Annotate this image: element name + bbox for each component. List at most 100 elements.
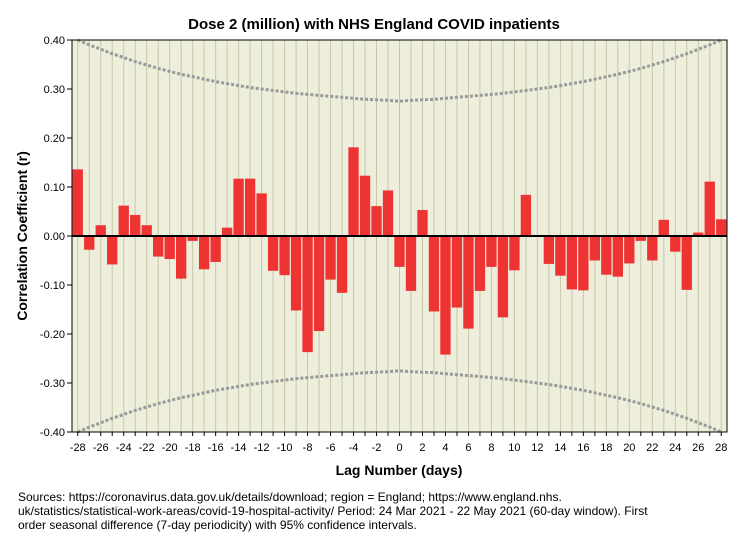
bar-lag--10 <box>279 236 290 276</box>
bar-lag--19 <box>176 236 187 279</box>
bar-lag--22 <box>141 225 152 236</box>
caption-line-1: Sources: https://coronavirus.data.gov.uk… <box>18 490 562 504</box>
x-tick-label: -22 <box>139 442 155 454</box>
bar-lag--15 <box>221 227 233 236</box>
bar-lag--8 <box>302 236 313 353</box>
bar-lag-2 <box>417 210 428 236</box>
x-tick-label: -2 <box>372 442 382 454</box>
bar-lag-6 <box>463 236 474 329</box>
x-tick-label: 2 <box>419 442 425 454</box>
bar-lag-3 <box>428 236 440 312</box>
x-tick-label: -26 <box>93 442 109 454</box>
bar-lag-23 <box>658 219 669 236</box>
caption-line-3: order seasonal difference (7-day periodi… <box>18 518 417 532</box>
bar-lag--16 <box>210 236 221 262</box>
caption-line-2: uk/statistics/statistical-work-areas/cov… <box>18 504 648 518</box>
bar-lag--23 <box>130 214 141 236</box>
x-tick-label: -4 <box>349 442 359 454</box>
bar-lag--13 <box>244 178 256 236</box>
bar-lag-9 <box>497 236 509 318</box>
x-tick-label: 22 <box>646 442 658 454</box>
x-tick-label: 0 <box>396 442 402 454</box>
bar-lag-27 <box>704 181 715 236</box>
bar-lag--21 <box>153 236 164 257</box>
upper-confidence-limit <box>77 38 722 103</box>
x-tick-label: -20 <box>162 442 178 454</box>
bar-lag-16 <box>578 236 589 291</box>
bar-lag-13 <box>543 236 555 264</box>
bar-lag--20 <box>164 236 175 260</box>
y-tick-label: 0.00 <box>44 231 65 243</box>
x-tick-label: 18 <box>600 442 612 454</box>
bar-lag-17 <box>589 236 601 261</box>
bar-lag-26 <box>693 232 704 236</box>
bar-lag-19 <box>612 236 623 277</box>
bar-lag-5 <box>451 236 463 308</box>
y-tick-label: -0.40 <box>40 427 65 439</box>
bar-lag-4 <box>440 236 451 355</box>
y-tick-label: -0.30 <box>40 378 65 390</box>
bar-lag--2 <box>371 206 382 236</box>
bar-lag-25 <box>681 236 692 290</box>
bar-lag--14 <box>233 178 244 236</box>
y-tick-label: 0.40 <box>44 35 65 47</box>
bar-lag-20 <box>624 236 635 264</box>
bar-lag-22 <box>647 236 658 261</box>
bar-lag--1 <box>382 190 394 236</box>
x-tick-label: 12 <box>531 442 543 454</box>
bar-lag--3 <box>359 175 371 236</box>
bar-lag-18 <box>601 236 612 275</box>
bar-lag--24 <box>118 205 129 236</box>
x-tick-label: -6 <box>326 442 336 454</box>
bar-lag-15 <box>566 236 578 290</box>
bar-lag-10 <box>509 236 520 271</box>
bar-lag--5 <box>336 236 348 293</box>
y-tick-label: 0.10 <box>44 182 65 194</box>
bar-lag--7 <box>313 236 325 332</box>
bar-lag-1 <box>405 236 417 291</box>
x-tick-label: 24 <box>669 442 681 454</box>
bar-lag-7 <box>474 236 486 291</box>
bar-lag--18 <box>187 236 198 241</box>
bar-lag--27 <box>84 236 95 250</box>
x-tick-label: -8 <box>303 442 313 454</box>
x-tick-label: 28 <box>715 442 727 454</box>
x-tick-label: 20 <box>623 442 635 454</box>
bar-lag--25 <box>107 236 118 265</box>
x-tick-label: 6 <box>465 442 471 454</box>
y-tick-label: 0.30 <box>44 84 65 96</box>
bar-lag--26 <box>95 225 106 236</box>
x-tick-label: -28 <box>70 442 86 454</box>
x-tick-label: 8 <box>488 442 494 454</box>
y-tick-label: 0.20 <box>44 133 65 145</box>
bar-lag--4 <box>348 147 359 236</box>
bar-lag--17 <box>198 236 210 270</box>
y-tick-label: -0.20 <box>40 329 65 341</box>
bar-lag--6 <box>325 236 336 280</box>
bars <box>72 147 727 355</box>
bar-lag--28 <box>72 169 83 236</box>
bar-lag-28 <box>716 219 727 236</box>
confidence-limits <box>77 38 722 434</box>
bar-lag-11 <box>520 194 532 236</box>
source-caption: Sources: https://coronavirus.data.gov.uk… <box>18 490 718 532</box>
y-axis-label: Correlation Coefficient (r) <box>14 151 30 321</box>
x-tick-label: -18 <box>185 442 201 454</box>
lower-confidence-limit <box>77 369 722 434</box>
x-tick-label: -24 <box>116 442 132 454</box>
bar-lag-24 <box>670 236 681 252</box>
x-tick-label: 16 <box>577 442 589 454</box>
chart-title: Dose 2 (million) with NHS England COVID … <box>188 16 560 33</box>
bar-lag--12 <box>256 193 267 236</box>
bar-lag--9 <box>290 236 302 311</box>
x-tick-label: 4 <box>442 442 448 454</box>
bar-lag-0 <box>394 236 405 267</box>
x-tick-label: 26 <box>692 442 704 454</box>
bar-lag-8 <box>486 236 497 267</box>
bar-lag-21 <box>635 236 646 241</box>
x-axis-label: Lag Number (days) <box>336 462 463 478</box>
axes: -0.40 -0.30 -0.20 -0.10 0.00 0.10 0.20 0.30 0.40… <box>40 35 728 454</box>
y-tick-label: -0.10 <box>40 280 65 292</box>
x-tick-label: 14 <box>554 442 566 454</box>
